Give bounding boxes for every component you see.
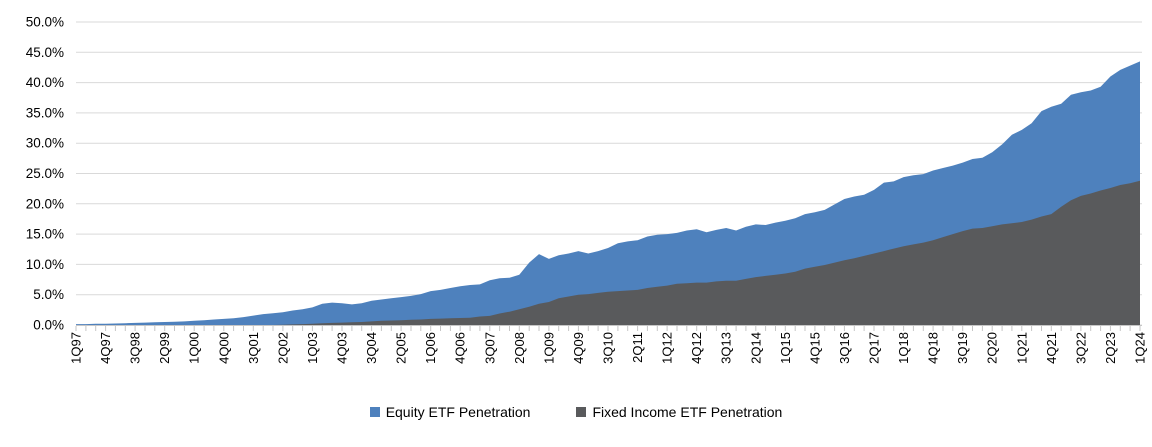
x-axis-tick-label: 3Q13 [719,332,734,364]
y-axis-tick-label: 10.0% [26,257,64,272]
x-axis-tick-label: 1Q12 [660,332,675,364]
chart-legend: Equity ETF Penetration Fixed Income ETF … [0,403,1152,421]
equity-legend-swatch-icon [369,407,380,417]
x-axis-tick-label: 2Q17 [867,332,882,364]
x-axis-tick-label: 2Q02 [275,332,290,364]
x-axis-tick-label: 4Q12 [689,332,704,364]
x-axis-tick-label: 1Q15 [778,332,793,364]
x-axis-tick-label: 1Q97 [69,332,84,364]
y-axis-tick-label: 15.0% [26,227,64,242]
legend-item-equity: Equity ETF Penetration [369,403,531,421]
x-axis-tick-label: 1Q06 [423,332,438,364]
x-axis-tick-label: 4Q03 [335,332,350,364]
y-axis-tick-label: 50.0% [26,15,64,30]
x-axis-tick-label: 1Q18 [896,332,911,364]
fixed-income-area-series [76,180,1140,325]
y-axis-tick-label: 25.0% [26,166,64,181]
fixed-income-legend-swatch-icon [576,407,587,417]
y-axis-tick-label: 0.0% [33,318,64,333]
x-axis-tick-label: 1Q00 [187,332,202,364]
x-axis-tick-label: 4Q00 [216,332,231,364]
legend-item-fixed-income: Fixed Income ETF Penetration [576,403,782,421]
legend-label-equity: Equity ETF Penetration [385,404,531,420]
x-axis-tick-label: 3Q01 [246,332,261,364]
x-axis-tick-label: 2Q20 [985,332,1000,364]
legend-label-fixed-income: Fixed Income ETF Penetration [592,404,783,420]
x-axis-tick-label: 4Q06 [453,332,468,364]
y-axis-tick-label: 20.0% [26,196,64,211]
x-axis-tick-label: 4Q09 [571,332,586,364]
x-axis-tick-label: 1Q03 [305,332,320,364]
x-axis-tick-label: 1Q09 [541,332,556,364]
x-axis-tick-label: 2Q99 [157,332,172,364]
x-axis-tick-label: 3Q10 [601,332,616,364]
x-axis-tick-label: 1Q24 [1133,332,1148,364]
x-axis-tick-label: 4Q97 [98,332,113,364]
y-axis-tick-label: 45.0% [26,45,64,60]
x-axis-tick-label: 4Q15 [807,332,822,364]
x-axis-tick-label: 4Q18 [926,332,941,364]
x-axis-tick-label: 3Q07 [482,332,497,364]
y-axis-tick-label: 35.0% [26,105,64,120]
y-axis-tick-label: 5.0% [33,287,64,302]
x-axis-tick-label: 3Q22 [1073,332,1088,364]
y-axis-tick-label: 40.0% [26,75,64,90]
x-axis-tick-label: 2Q05 [394,332,409,364]
x-axis-tick-label: 2Q08 [512,332,527,364]
x-axis-tick-label: 3Q19 [955,332,970,364]
x-axis-tick-label: 3Q16 [837,332,852,364]
y-axis-tick-label: 30.0% [26,136,64,151]
x-axis-tick-label: 1Q21 [1014,332,1029,364]
x-axis-tick-label: 3Q04 [364,332,379,364]
x-axis-tick-label: 4Q21 [1044,332,1059,364]
x-axis-tick-label: 3Q98 [128,332,143,364]
x-axis-tick-label: 2Q23 [1103,332,1118,364]
x-axis-tick-label: 2Q11 [630,332,645,363]
x-axis-tick-label: 2Q14 [748,332,763,364]
